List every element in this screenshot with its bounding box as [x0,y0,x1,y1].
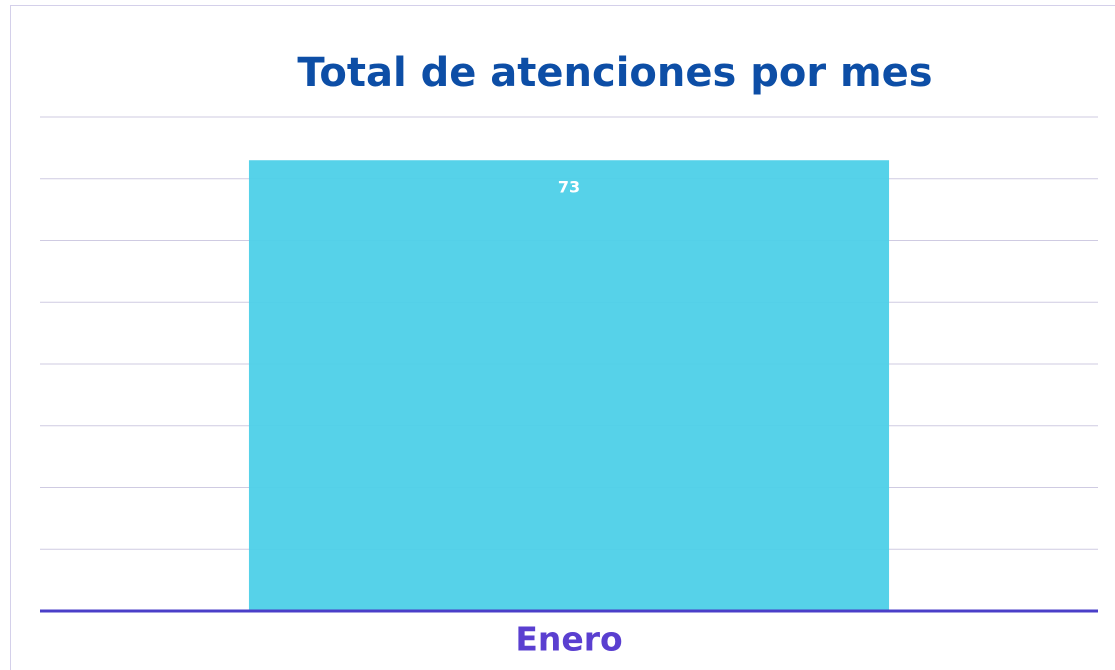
chart-title: Total de atenciones por mes [297,50,932,96]
bar [248,160,890,610]
x-tick-label: Enero [515,620,622,659]
value-label: 73 [558,178,580,197]
frame [10,5,1115,670]
